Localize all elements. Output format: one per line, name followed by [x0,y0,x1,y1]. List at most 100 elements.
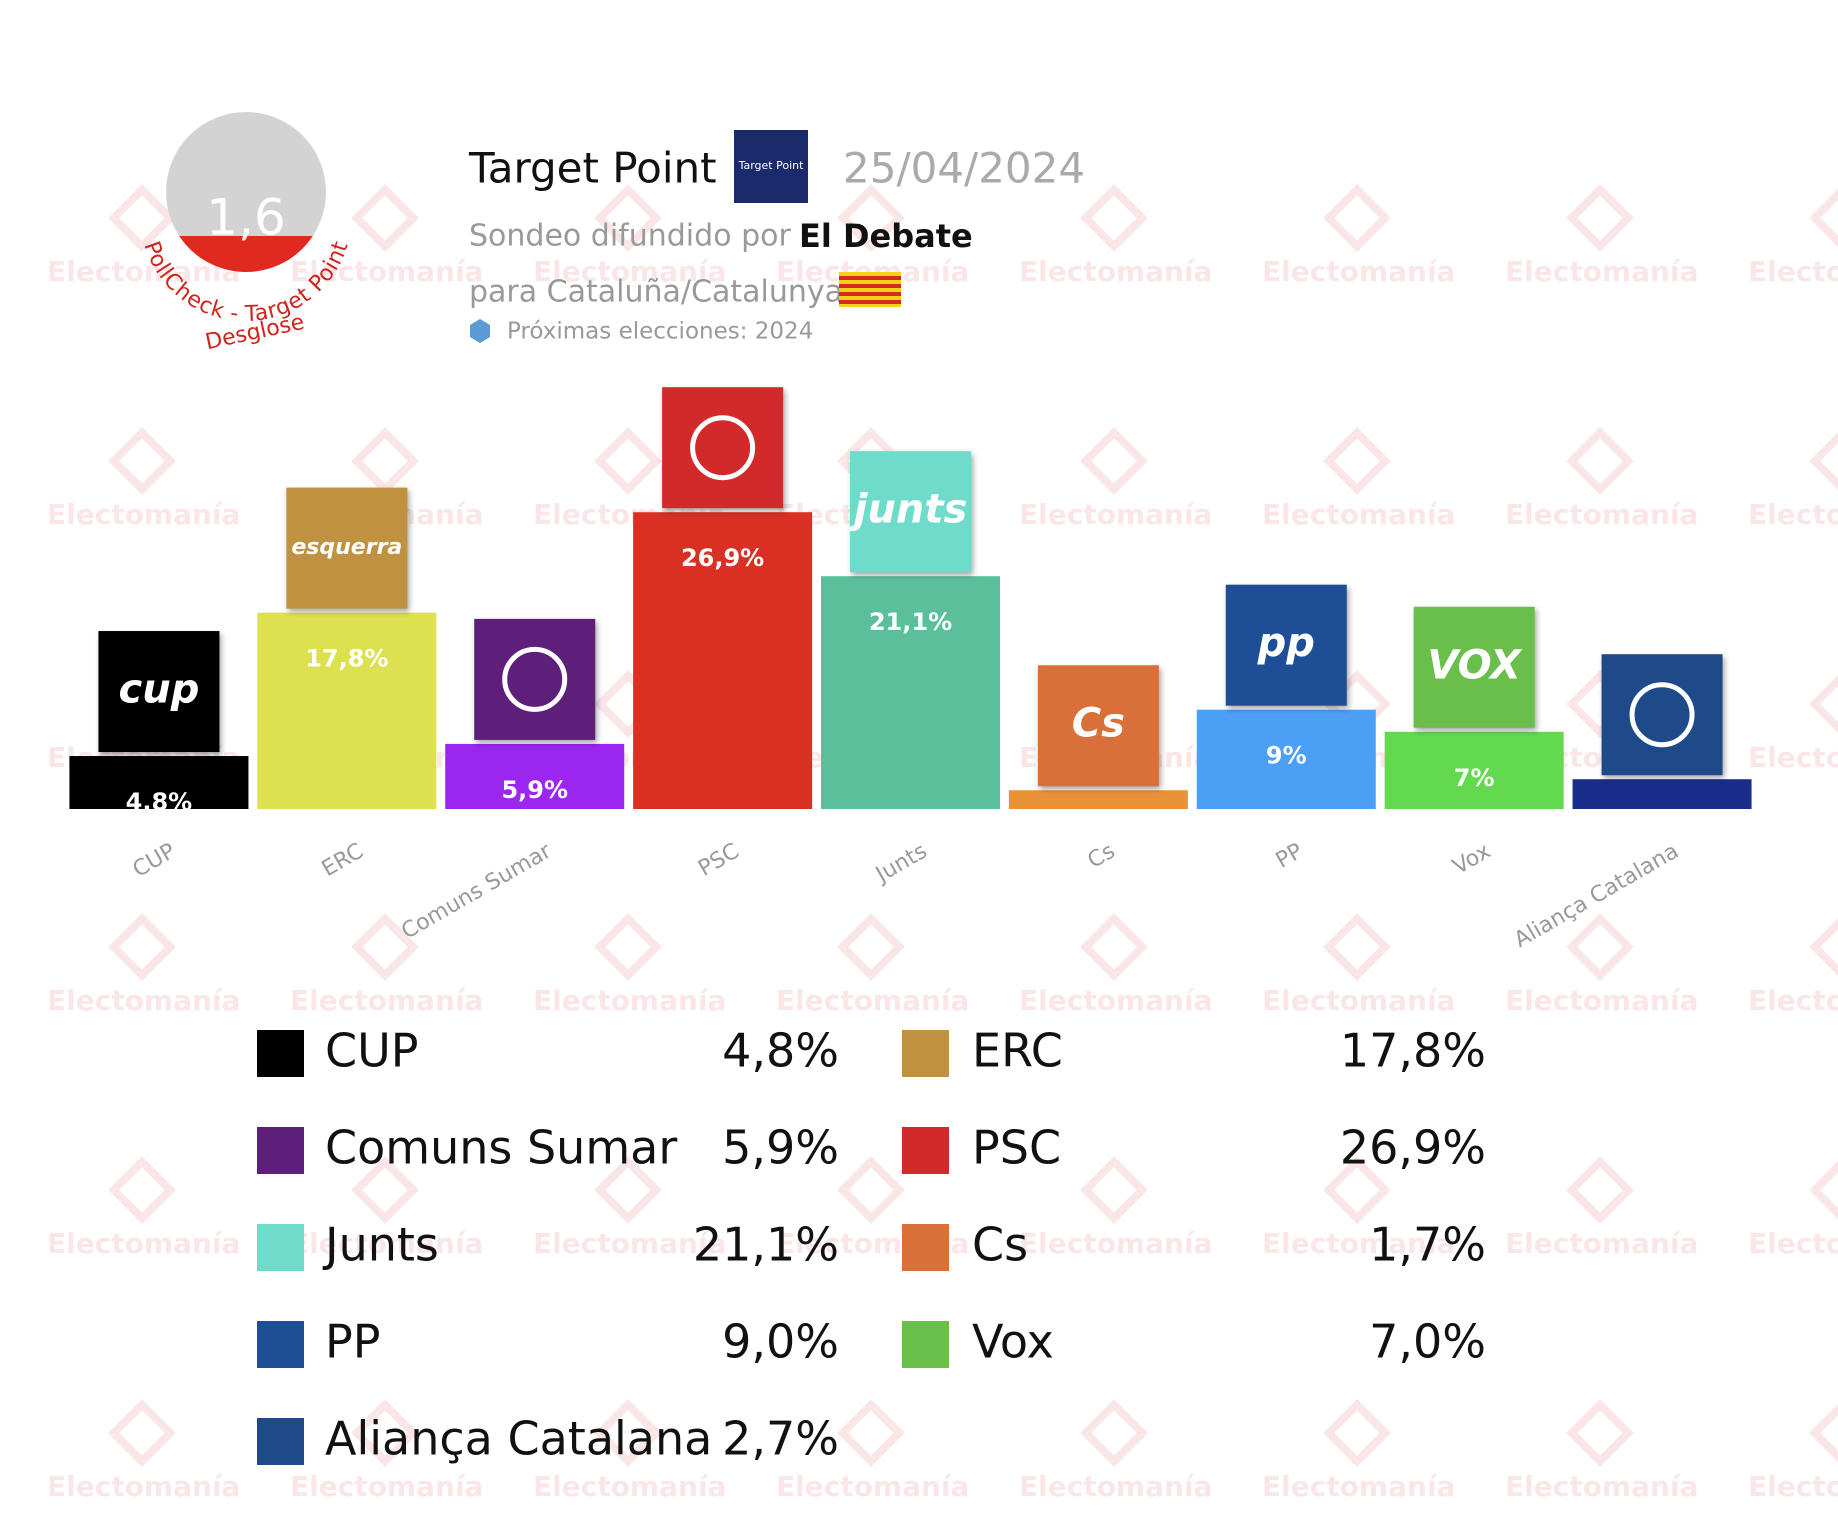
party-logo-text: cup [119,667,200,713]
legend-value: 26,9% [1340,1121,1486,1175]
watermark-icon [1080,1156,1148,1224]
chart: 4,8% cup CUP 17,8% esquerra ERC 5,9% Comuns Sum… [69,387,1752,953]
legend-value: 5,9% [722,1121,839,1175]
bar [1196,709,1376,809]
watermark-icon [1080,913,1148,981]
watermark-icon [1080,184,1148,252]
watermark-icon [837,1156,905,1224]
bar-label: 17,8% [305,645,388,673]
watermark-icon [1323,1399,1391,1467]
party-logo-mark [502,646,568,712]
watermark-icon [594,1156,662,1224]
watermark: Electomanía [1262,255,1455,288]
watermark-icon [108,184,176,252]
x-tick-label: Aliança Catalana [1510,839,1683,953]
bar-label: 4,8% [126,788,193,816]
watermark-icon [1323,427,1391,495]
bar-label: 5,9% [501,776,568,804]
watermark: Electomanía [47,1227,240,1260]
legend-icon [257,1418,304,1465]
party-logo [850,451,971,573]
legend-value: 1,7% [1369,1218,1486,1272]
watermark-icon [1809,670,1838,738]
watermark: Electomanía [533,255,726,288]
watermark: Electomanía [1505,1227,1698,1260]
x-tick-label: Comuns Sumar [397,838,556,944]
watermark: Electomanía [47,498,240,531]
x-tick-label: ERC [318,839,368,882]
spread-by-label: Sondeo difundido por [469,219,791,254]
score-circle[interactable] [166,112,326,272]
party-logo-mark [1629,682,1695,748]
legend-value: 9,0% [722,1315,839,1369]
legend-name: Vox [972,1315,1054,1369]
party-logo-text: Cs [1072,701,1125,747]
date: 25/04/2024 [843,144,1085,193]
pollster-logo [734,130,808,203]
watermark-icon [1809,427,1838,495]
watermark: Electomanía [533,984,726,1017]
party-logo [286,487,408,609]
poll-check[interactable]: 1,6 PollCheck - Target Point Desglose [138,112,354,355]
watermark: Electomanía [1262,498,1455,531]
watermark: Electomanía [290,1227,483,1260]
watermark-icon [351,913,419,981]
party-logo [1225,584,1347,706]
party-logo-text: pp [1257,620,1315,666]
watermark: Electomanía [533,1470,726,1503]
bar [1384,731,1564,809]
watermark: Electomanía [290,1470,483,1503]
bar-label: 21,1% [869,608,952,636]
score: 1,6 [206,189,286,247]
watermark-icon [351,1399,419,1467]
watermark: Electomanía [290,255,483,288]
watermark: Electomanía [1748,741,1838,774]
score-fill [179,236,313,272]
x-tick-label: Junts [870,839,931,889]
watermark-icon [108,913,176,981]
legend-value: 17,8% [1340,1024,1486,1078]
watermark-icon [108,1156,176,1224]
watermark-icon [837,1399,905,1467]
legend-name: CUP [325,1024,419,1078]
watermark-icon [837,913,905,981]
watermark-icon [837,184,905,252]
watermark: Electomanía [1748,1227,1838,1260]
watermark: Electomanía [1019,498,1212,531]
watermark: Electomanía [1748,498,1838,531]
watermark: Electomanía [290,984,483,1017]
watermark-icon [1323,1156,1391,1224]
legend-name: PSC [972,1121,1061,1175]
party-logo [474,618,596,740]
bar [1008,790,1188,809]
bar-label: 7% [1454,764,1495,792]
watermark: Electomanía [1505,984,1698,1017]
party-logo [1601,654,1723,776]
watermark: Electomanía [1019,1227,1212,1260]
watermark-icon [594,913,662,981]
watermark-icon [108,1399,176,1467]
legend-value: 21,1% [693,1218,839,1272]
party-logo [1413,606,1535,728]
legend: CUP 4,8% ERC 17,8% Comuns Sumar 5,9% PSC 26,9% J… [257,1024,1486,1466]
flag [839,272,901,307]
bar [257,612,437,809]
bar [445,743,625,809]
watermark: Electomanía [1019,984,1212,1017]
legend-icon [257,1321,304,1368]
watermark-icon [594,1399,662,1467]
watermark: Electomanía [1019,255,1212,288]
party-logo-text: VOX [1427,642,1523,688]
watermark: Electomanía [1505,255,1698,288]
legend-name: PP [325,1315,380,1369]
watermark: Electomanía [47,984,240,1017]
bar-label: 9% [1266,742,1307,770]
party-logo [662,387,784,509]
party-logo-text: junts [848,487,968,533]
watermark-icon [1809,913,1838,981]
watermark-icon [1323,184,1391,252]
watermark: Electomanía [1748,255,1838,288]
watermark-icon [1809,1399,1838,1467]
watermark: Electomanía [1748,984,1838,1017]
